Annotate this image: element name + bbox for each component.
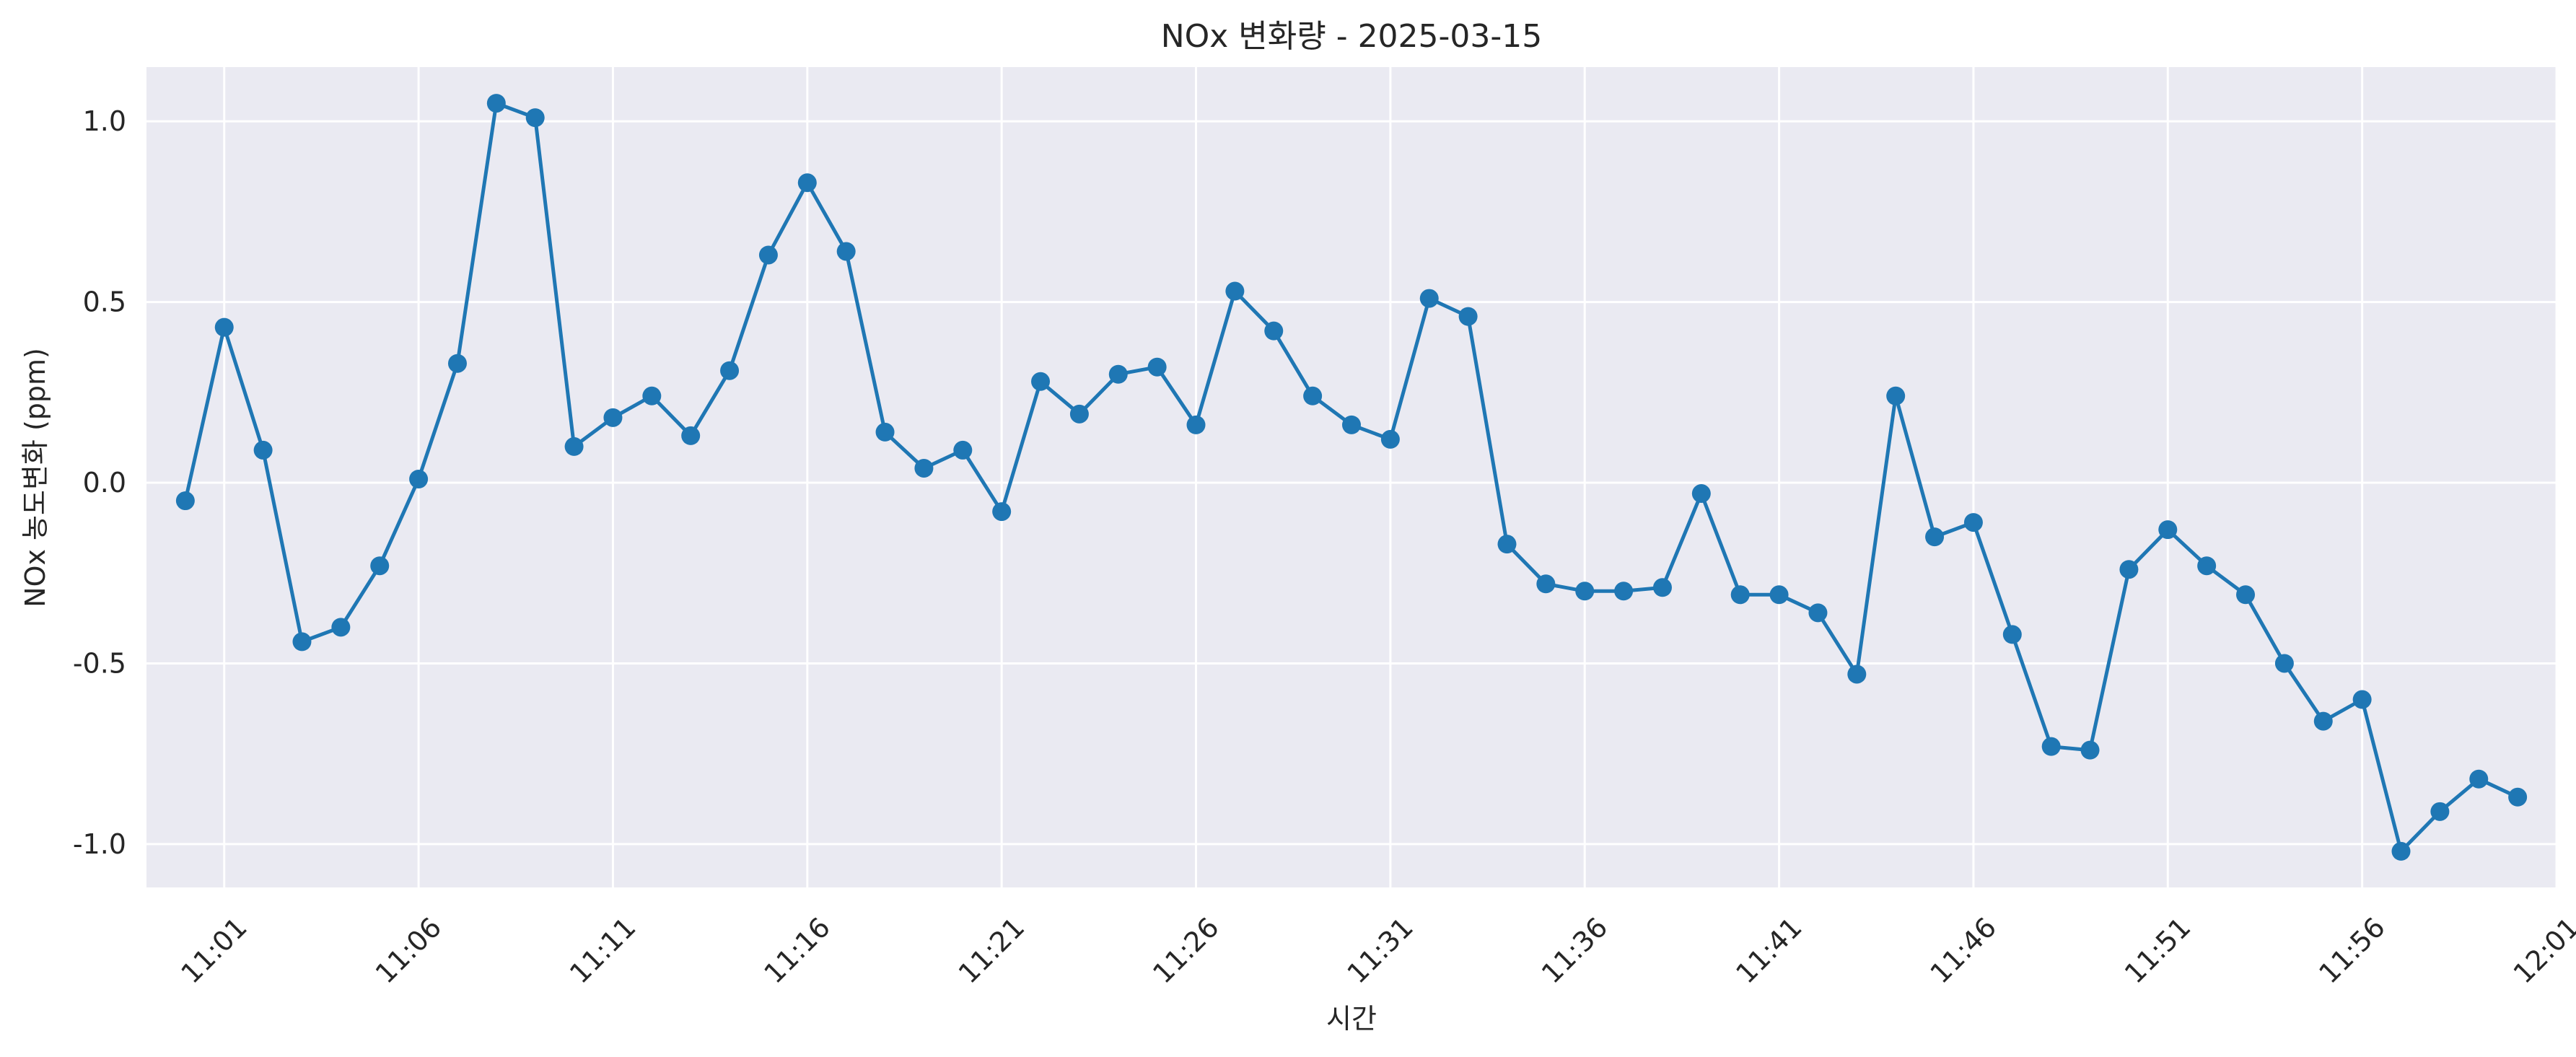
data-point bbox=[1380, 429, 1400, 449]
x-tick-label: 11:46 bbox=[1924, 911, 2003, 990]
data-point bbox=[2352, 690, 2372, 709]
data-point bbox=[1575, 582, 1595, 601]
data-point bbox=[214, 317, 234, 337]
data-points bbox=[175, 94, 2528, 861]
data-point bbox=[1925, 527, 1945, 547]
data-point bbox=[1108, 364, 1128, 384]
data-point bbox=[409, 470, 429, 489]
data-point bbox=[1497, 535, 1517, 554]
data-point bbox=[2508, 787, 2528, 807]
data-point bbox=[292, 632, 312, 652]
data-point bbox=[875, 422, 895, 442]
data-point bbox=[603, 408, 623, 427]
data-point bbox=[953, 440, 973, 460]
x-tick-label: 11:11 bbox=[564, 911, 642, 990]
data-point bbox=[1186, 415, 1206, 434]
x-tick-label: 11:06 bbox=[369, 911, 448, 990]
data-point bbox=[2041, 737, 2061, 756]
chart-title: NOx 변화량 - 2025-03-15 bbox=[1161, 18, 1543, 55]
data-point bbox=[720, 361, 740, 380]
data-point bbox=[2002, 625, 2022, 644]
data-point bbox=[1147, 357, 1167, 377]
data-point bbox=[2119, 560, 2139, 579]
data-point bbox=[1886, 386, 1906, 405]
data-point bbox=[1614, 582, 1634, 601]
data-point bbox=[370, 556, 390, 576]
data-point bbox=[1847, 665, 1867, 684]
data-point bbox=[564, 437, 584, 456]
y-tick-label: -1.0 bbox=[73, 828, 126, 860]
x-tick-label: 11:31 bbox=[1341, 911, 1419, 990]
data-point bbox=[1419, 289, 1439, 308]
x-tick-label: 11:36 bbox=[1535, 911, 1614, 990]
x-axis-label: 시간 bbox=[1326, 1003, 1377, 1035]
data-point bbox=[1808, 603, 1828, 623]
data-point bbox=[1963, 513, 1983, 532]
y-axis-label: NOx 농도변화 (ppm) bbox=[19, 348, 51, 608]
x-tick-label: 11:16 bbox=[758, 911, 836, 990]
x-tick-label: 11:26 bbox=[1147, 911, 1225, 990]
data-point bbox=[914, 458, 934, 478]
data-point bbox=[2274, 654, 2294, 673]
data-point bbox=[525, 108, 545, 128]
data-point bbox=[1225, 281, 1245, 301]
y-tick-label: 0.0 bbox=[83, 467, 126, 499]
data-point bbox=[1458, 307, 1478, 326]
data-point bbox=[331, 618, 351, 637]
y-gridlines bbox=[146, 120, 2557, 846]
data-point bbox=[2469, 769, 2489, 789]
data-point bbox=[253, 440, 273, 460]
data-point bbox=[1264, 321, 1284, 341]
x-gridlines bbox=[223, 67, 2558, 887]
data-point bbox=[797, 173, 817, 193]
data-point bbox=[2080, 740, 2100, 760]
data-point bbox=[175, 491, 195, 511]
x-tick-label: 11:21 bbox=[952, 911, 1031, 990]
data-point bbox=[1691, 484, 1711, 504]
data-point bbox=[1031, 372, 1051, 391]
data-point bbox=[2158, 520, 2178, 540]
y-tick-label: 0.5 bbox=[83, 286, 126, 318]
data-point bbox=[2430, 802, 2450, 821]
x-tick-labels: 11:01 11:06 11:11 11:16 11:21 11:26 11:31 11:36… bbox=[175, 911, 2576, 990]
y-tick-label: 1.0 bbox=[83, 105, 126, 137]
data-point bbox=[1069, 404, 1089, 424]
data-point bbox=[1730, 585, 1750, 605]
data-point bbox=[1769, 585, 1789, 605]
y-tick-label: -0.5 bbox=[73, 647, 126, 679]
data-point bbox=[2236, 585, 2256, 605]
y-tick-labels: 1.0 0.5 0.0 -0.5 -1.0 bbox=[73, 105, 126, 860]
data-point bbox=[836, 242, 856, 261]
x-tick-label: 12:01 bbox=[2507, 911, 2576, 990]
data-point bbox=[2313, 711, 2333, 731]
data-point bbox=[2391, 841, 2411, 861]
data-point bbox=[1303, 386, 1323, 405]
data-point bbox=[486, 94, 506, 113]
data-point bbox=[758, 245, 778, 265]
data-point bbox=[1536, 574, 1556, 594]
data-point bbox=[992, 502, 1012, 522]
x-tick-label: 11:51 bbox=[2119, 911, 2197, 990]
data-point bbox=[1652, 578, 1672, 597]
x-tick-label: 11:41 bbox=[1730, 911, 1808, 990]
x-tick-label: 11:01 bbox=[175, 911, 253, 990]
plot-background bbox=[146, 67, 2557, 887]
data-point bbox=[447, 354, 467, 373]
x-tick-label: 11:56 bbox=[2313, 911, 2391, 990]
data-point bbox=[681, 426, 701, 445]
data-point bbox=[642, 386, 662, 405]
data-point bbox=[1342, 415, 1361, 434]
data-point bbox=[2197, 556, 2217, 576]
